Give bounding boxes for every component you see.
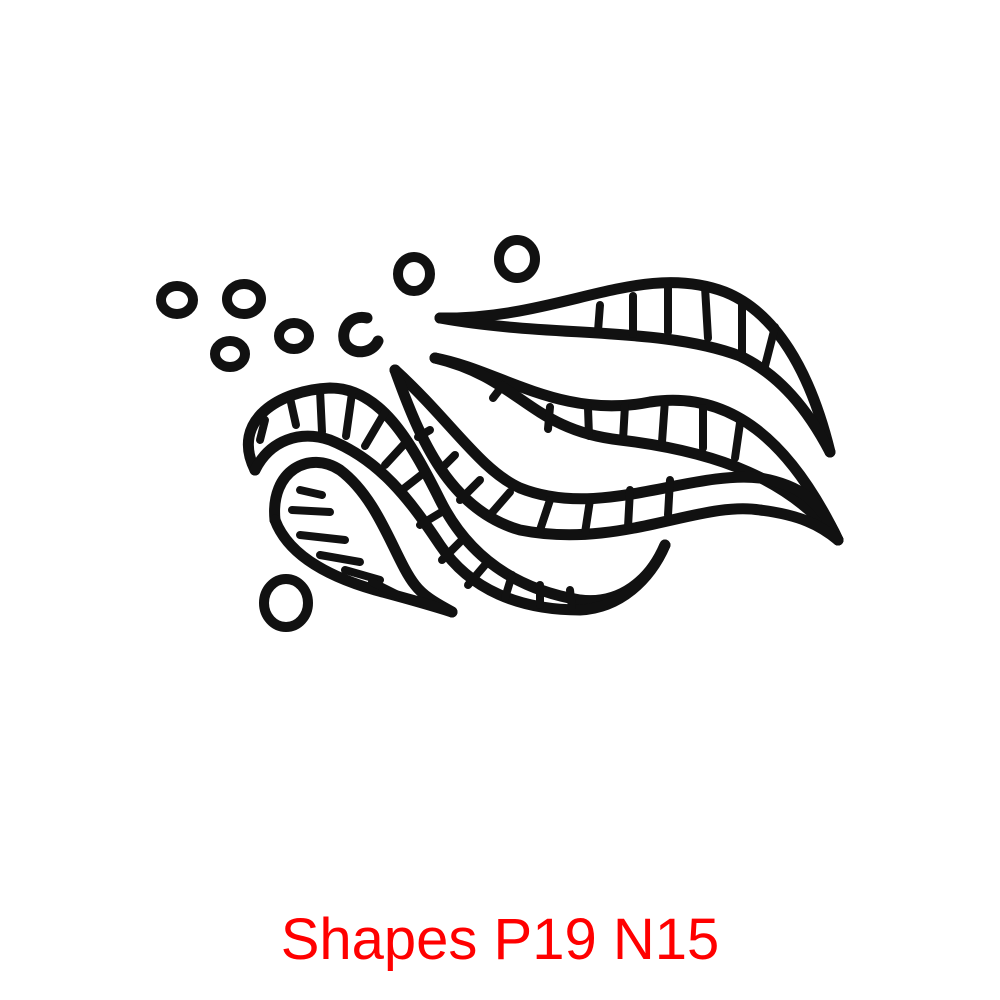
bubble-icon — [222, 279, 266, 319]
bubble-icon — [210, 336, 250, 372]
bubbles — [156, 235, 540, 632]
bubble-icon — [494, 235, 540, 283]
wind-band-middle — [429, 352, 844, 546]
bubble-icon — [338, 311, 384, 358]
bubble-icon — [393, 252, 435, 296]
wind-band-top — [434, 277, 836, 458]
bubble-icon — [259, 574, 313, 632]
wind-waves-icon — [156, 235, 844, 632]
bubble-icon — [274, 318, 314, 354]
bubble-icon — [156, 281, 198, 319]
wind-band-lower — [389, 364, 844, 546]
caption-label: Shapes P19 N15 — [280, 907, 720, 972]
wave-curl — [243, 382, 671, 618]
